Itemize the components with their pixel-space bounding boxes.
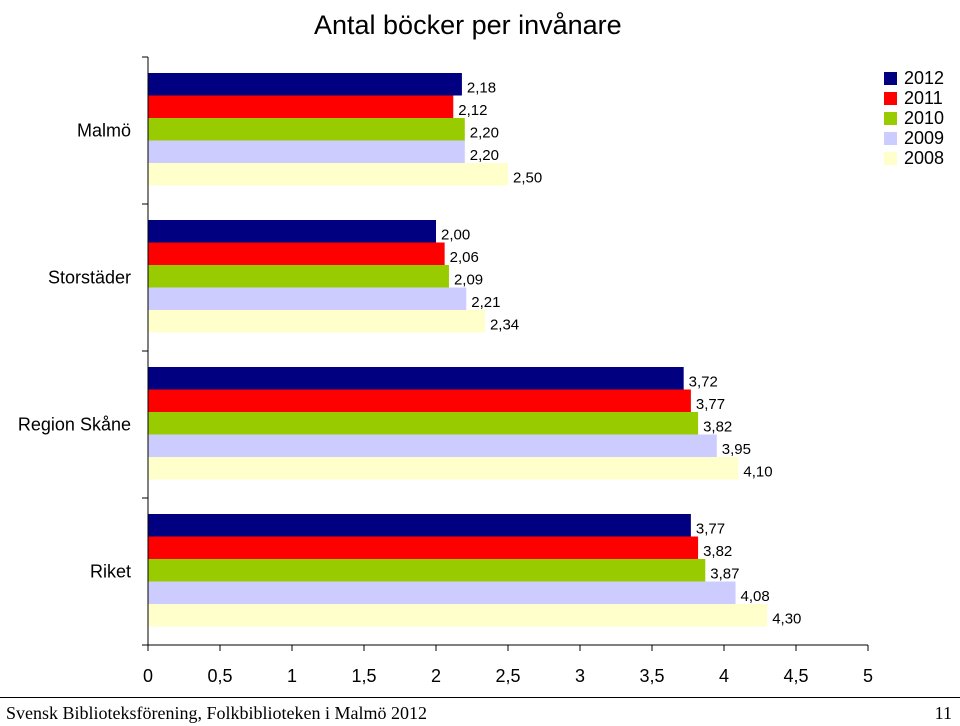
legend-label: 2009 [904,127,945,148]
data-label: 3,72 [689,374,718,391]
data-label: 2,06 [450,249,479,266]
bar [148,581,736,604]
page-number: 11 [934,703,952,723]
footer-text: Svensk Biblioteksförening, Folkbibliotek… [6,703,427,723]
legend-item: 2009 [884,128,944,148]
bar [148,95,454,118]
bar [148,367,684,390]
x-tick-label: 3 [575,666,585,686]
x-tick-label: 5 [863,666,873,686]
x-tick-label: 1 [287,666,297,686]
bar [148,559,706,582]
data-label: 2,12 [458,102,487,119]
bar [148,536,699,559]
data-label: 2,20 [470,147,499,164]
data-label: 2,50 [513,170,542,187]
legend-item: 2012 [884,68,944,88]
legend-label: 2010 [904,107,945,128]
legend-swatch [884,111,897,125]
legend-label: 2011 [904,87,943,108]
legend-swatch [884,71,897,85]
bar [148,163,508,186]
x-tick-label: 4 [719,666,729,686]
category-label: Riket [90,562,131,582]
legend: 2012 2011 2010 2009 2008 [884,68,944,168]
data-label: 2,00 [441,227,470,244]
bar [148,140,465,163]
x-tick-label: 0,5 [207,666,232,686]
bar [148,514,691,537]
x-tick-label: 0 [143,666,153,686]
data-label: 2,34 [490,317,519,334]
bar [148,412,699,435]
bar [148,287,467,310]
bar [148,604,768,627]
legend-swatch [884,151,897,165]
bar [148,242,445,265]
bar [148,310,485,333]
bar [148,265,449,288]
x-tick-label: 4,5 [783,666,808,686]
legend-item: 2011 [884,88,944,108]
bar [148,389,691,412]
bar [148,457,739,480]
chart-title: Antal böcker per invånare [314,10,622,40]
data-label: 2,18 [467,80,496,97]
legend-swatch [884,91,897,105]
data-label: 2,20 [470,125,499,142]
legend-item: 2008 [884,148,944,168]
legend-label: 2012 [904,67,945,88]
footer: Svensk Biblioteksförening, Folkbibliotek… [0,697,960,726]
data-label: 2,09 [454,272,483,289]
legend-label: 2008 [904,147,945,168]
data-label: 4,08 [741,588,770,605]
legend-item: 2010 [884,108,944,128]
data-label: 3,82 [703,419,732,436]
x-tick-label: 2 [431,666,441,686]
x-tick-label: 2,5 [495,666,520,686]
x-tick-label: 3,5 [639,666,664,686]
bar [148,434,717,457]
data-label: 4,10 [743,464,772,481]
bar [148,73,462,96]
x-tick-label: 1,5 [351,666,376,686]
data-label: 3,77 [696,396,725,413]
data-label: 4,30 [772,611,801,628]
category-label: Storstäder [48,268,131,288]
data-label: 3,82 [703,543,732,560]
category-label: Region Skåne [18,415,131,435]
bar [148,220,436,243]
legend-swatch [884,131,897,145]
data-label: 2,21 [471,294,500,311]
data-label: 3,95 [722,441,751,458]
bar [148,118,465,141]
data-label: 3,87 [710,566,739,583]
category-label: Malmö [77,121,131,141]
data-label: 3,77 [696,521,725,538]
